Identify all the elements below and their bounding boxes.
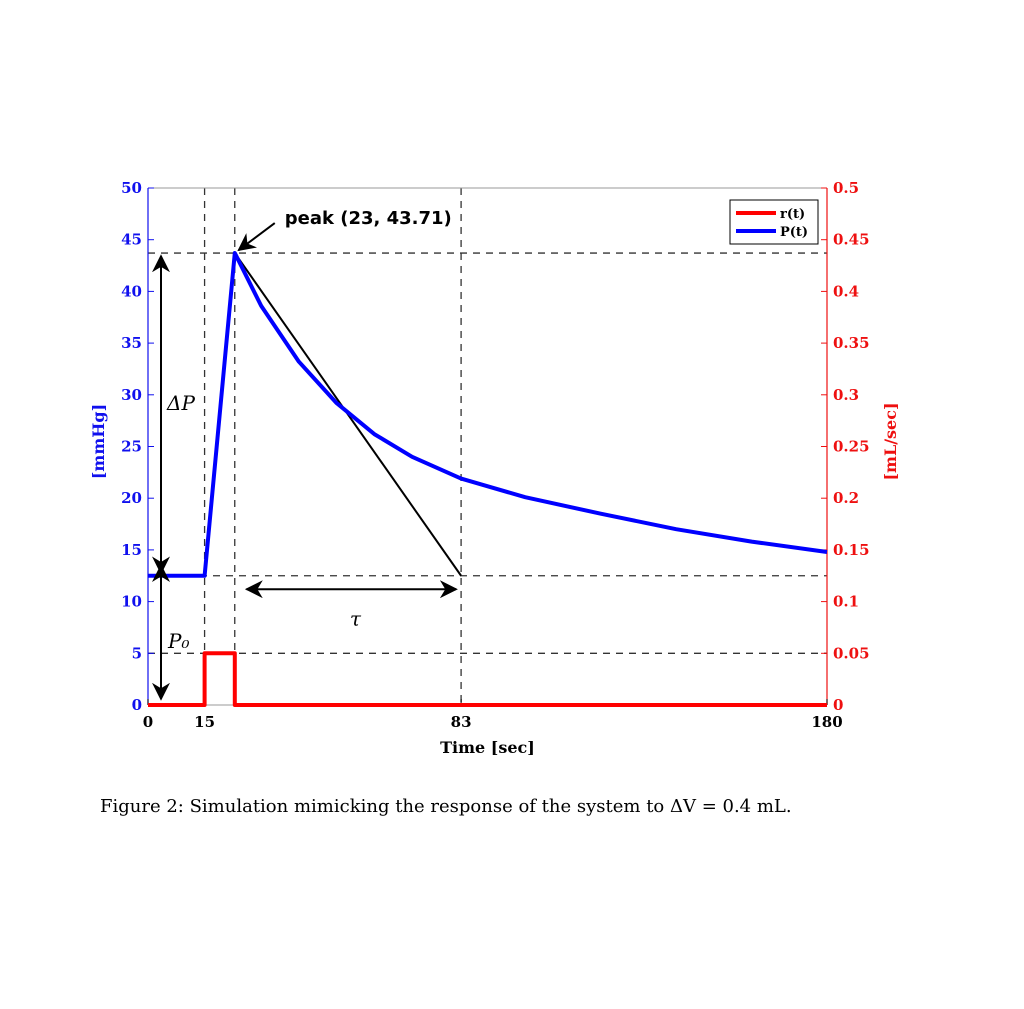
right-tick-label: 0.5 (833, 179, 859, 197)
x-tick-label: 180 (811, 713, 842, 731)
right-tick-label: 0.15 (833, 541, 870, 559)
legend-box (729, 199, 819, 245)
figure-caption: Figure 2: Simulation mimicking the respo… (100, 796, 792, 817)
right-tick-label: 0.25 (833, 438, 870, 456)
x-tick-label: 83 (451, 713, 472, 731)
left-tick-label: 25 (121, 438, 142, 456)
left-tick-label: 5 (132, 644, 142, 662)
left-tick-label: 30 (121, 386, 142, 404)
left-tick-label: 35 (121, 334, 142, 352)
right-tick-label: 0 (833, 696, 843, 714)
left-tick-label: 0 (132, 696, 142, 714)
delta-p-label: ΔP (166, 391, 195, 415)
right-tick-label: 0.3 (833, 386, 859, 404)
x-axis-label: Time [sec] (440, 738, 535, 757)
legend-entry: r(t) (780, 207, 805, 222)
x-tick-label: 0 (143, 713, 153, 731)
left-tick-label: 15 (121, 541, 142, 559)
legend-entry: P(t) (780, 225, 808, 240)
left-tick-label: 45 (121, 231, 142, 249)
right-tick-label: 0.2 (833, 489, 859, 507)
p0-label: P₀ (167, 629, 189, 653)
y-axis-label-left: [mmHg] (89, 404, 108, 479)
peak-label: peak (23, 43.71) (285, 208, 452, 229)
left-tick-label: 50 (121, 179, 142, 197)
left-tick-label: 40 (121, 282, 142, 300)
series-line-rt (148, 651, 827, 707)
right-tick-label: 0.4 (833, 282, 859, 300)
peak-arrow (237, 222, 276, 252)
x-tick-label: 15 (194, 713, 215, 731)
tau-label: τ (350, 606, 362, 630)
y-axis-label-right: [mL/sec] (881, 402, 900, 480)
right-tick-label: 0.05 (833, 644, 870, 662)
left-tick-label: 20 (121, 489, 142, 507)
right-tick-label: 0.45 (833, 231, 870, 249)
left-tick-label: 10 (121, 593, 142, 611)
series-line-pt (148, 251, 828, 578)
right-tick-label: 0.1 (833, 593, 859, 611)
right-tick-label: 0.35 (833, 334, 870, 352)
